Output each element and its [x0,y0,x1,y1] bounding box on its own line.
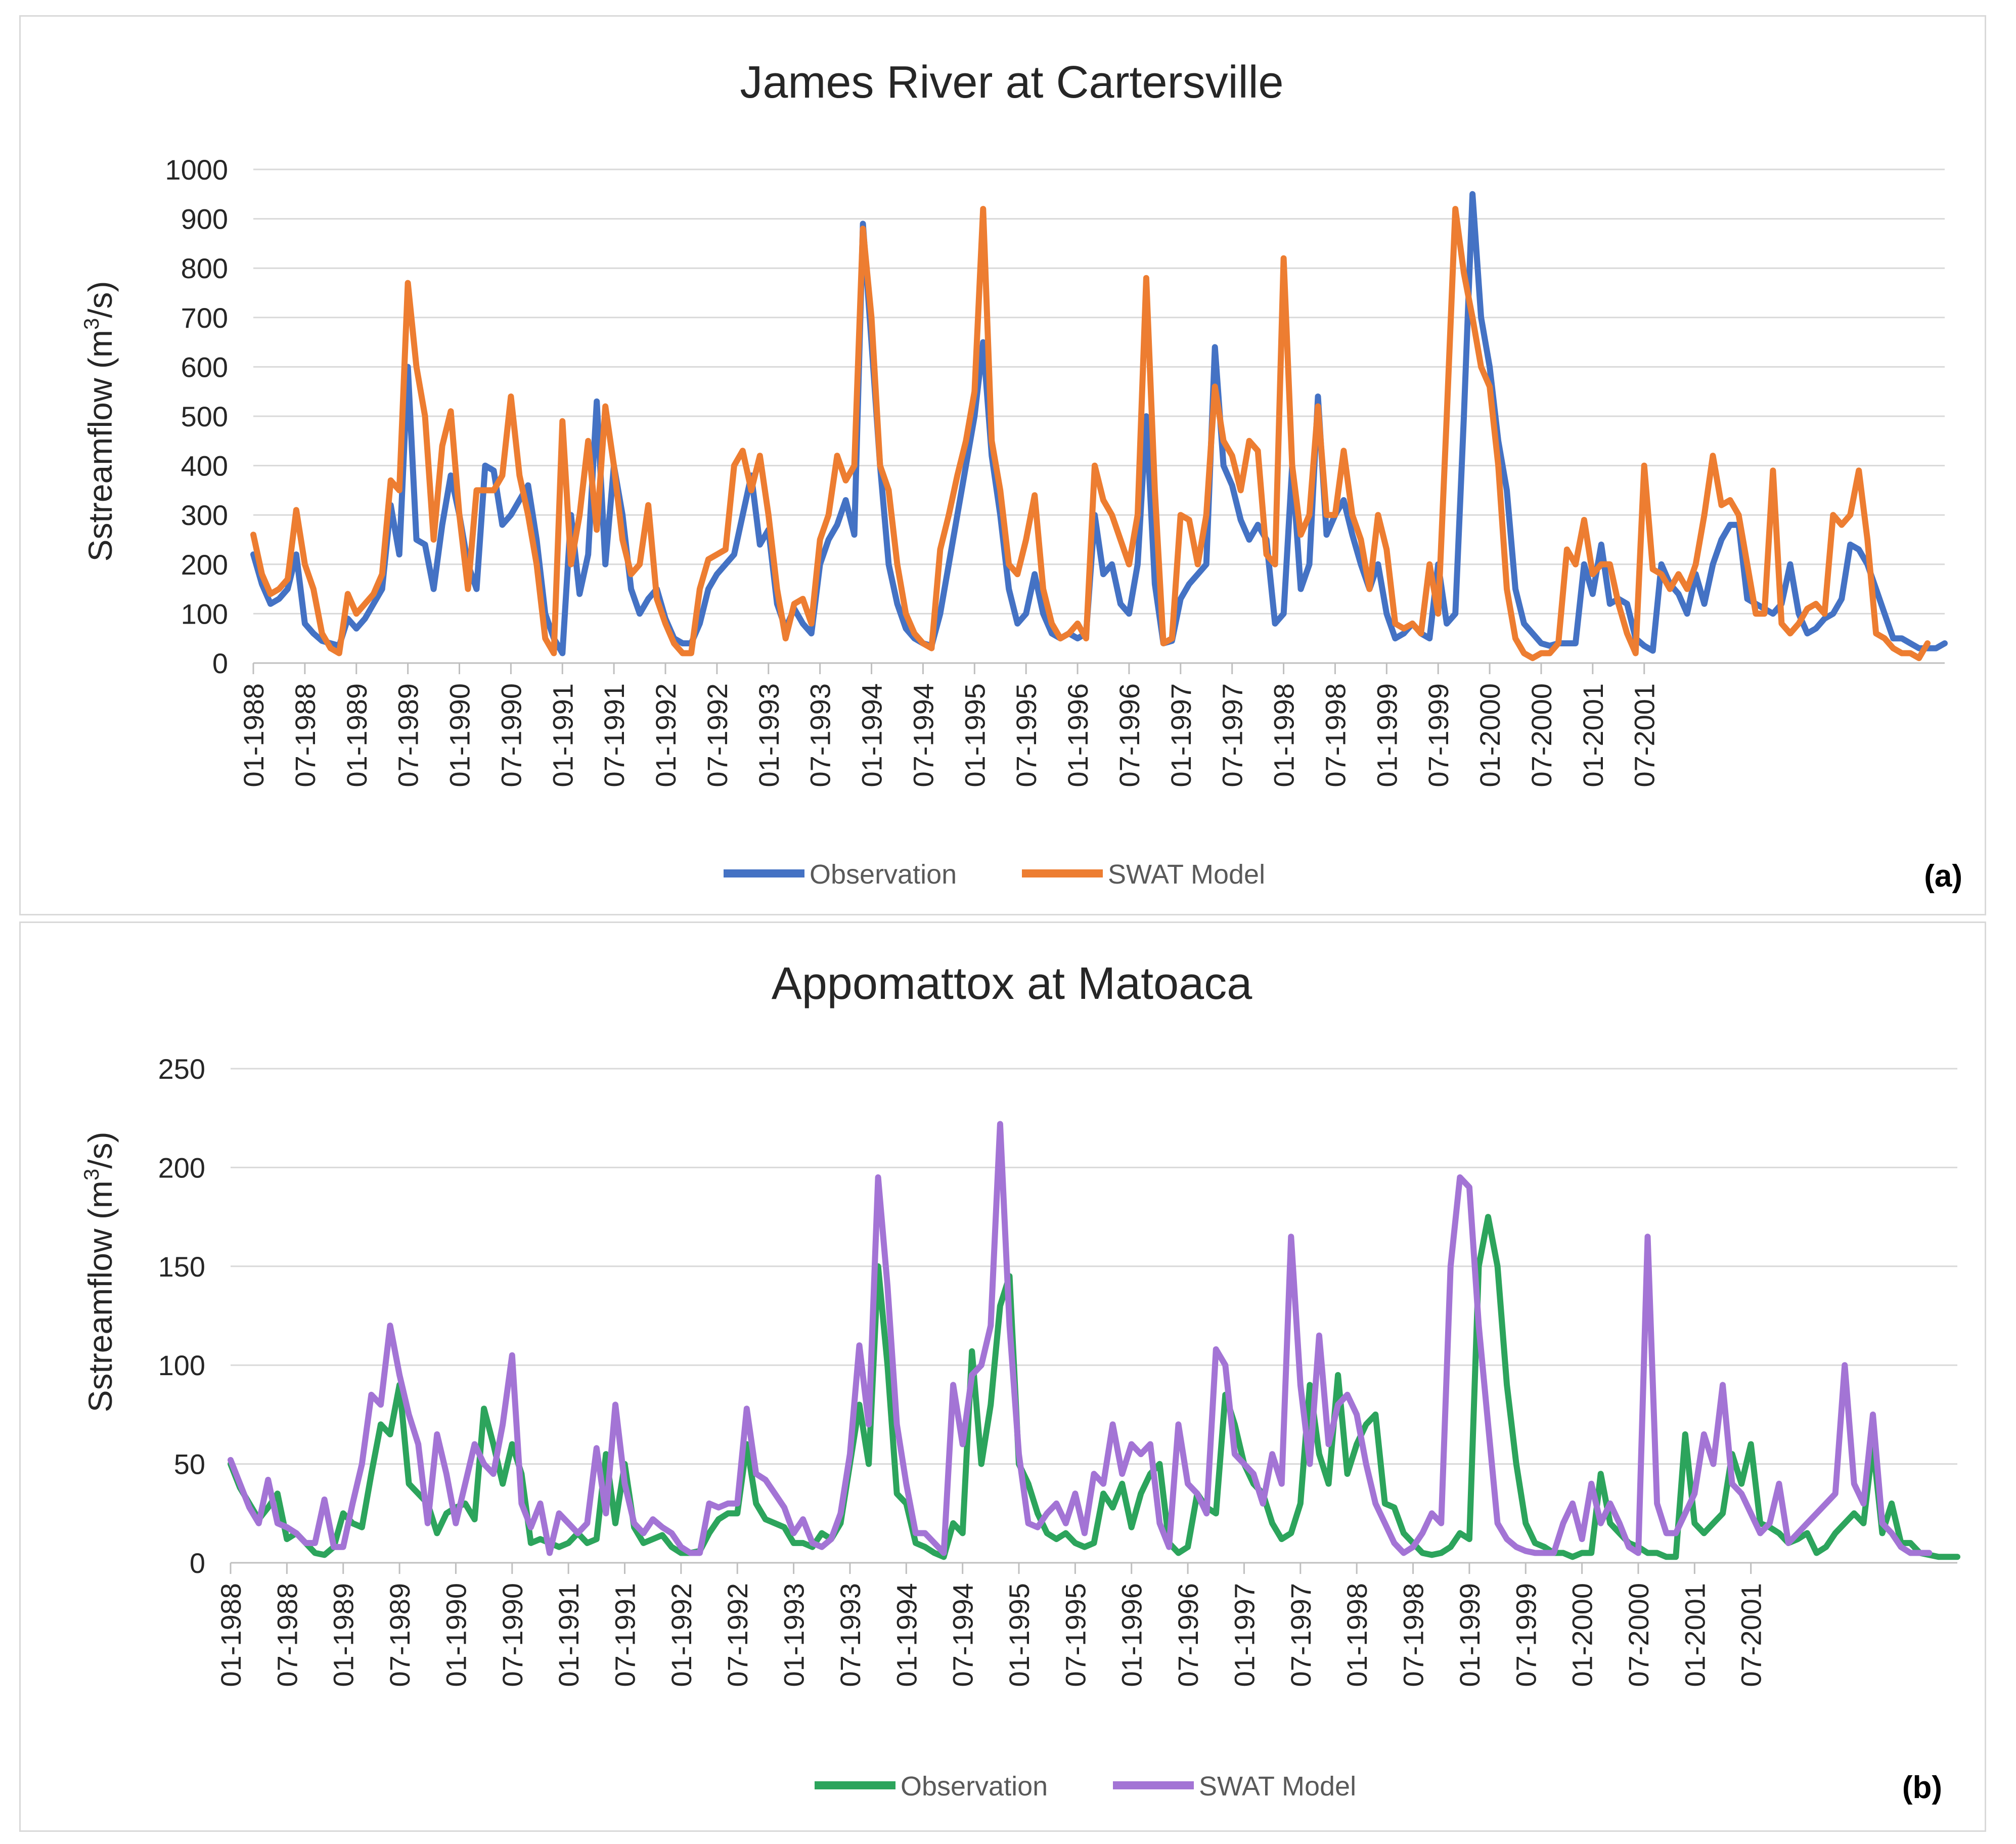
x-tick-label: 07-1995 [1059,1583,1091,1687]
series-line-swat-model [250,206,1931,662]
x-tick-label: 07-1990 [495,683,527,787]
chart-b-svg: Appomattox at Matoaca 0 50 100 150 200 250 01… [79,958,1960,1805]
x-tick-label: 01-1995 [1003,1583,1035,1687]
x-tick-label: 07-1998 [1398,1583,1429,1687]
x-tick-label: 01-1994 [890,1583,922,1687]
x-tick-label: 01-1995 [959,683,991,787]
x-tick-label: 01-1993 [778,1583,810,1687]
chart-b-legend: Observation SWAT Model [815,1771,1356,1802]
chart-panel-b: Appomattox at Matoaca 0 50 100 150 200 250 01… [19,921,1986,1832]
x-tick-label: 07-1988 [289,683,321,787]
x-tick-label: 01-1992 [665,1583,697,1687]
x-tick-label: 01-1994 [856,683,888,787]
y-tick-label: 1000 [165,154,228,186]
x-tick-label: 01-1990 [440,1583,472,1687]
y-tick-label: 150 [158,1251,205,1283]
y-tick-label: 50 [174,1448,205,1480]
legend-a-observation-label: Observation [810,859,957,890]
y-tick-label: 100 [181,598,228,630]
x-tick-label: 01-2000 [1474,683,1506,787]
y-tick-label: 300 [181,499,228,531]
x-tick-label: 01-1996 [1062,683,1094,787]
x-tick-label: 01-1988 [215,1583,247,1687]
x-tick-label: 07-1992 [701,683,733,787]
x-tick-label: 07-1994 [907,683,939,787]
x-tick-label: 07-1998 [1319,683,1351,787]
chart-b-x-ticks: 01-1988 07-1988 01-1989 07-1989 01-1990 07-19… [215,1563,1767,1687]
y-tick-label: 700 [181,302,228,334]
y-tick-label: 0 [190,1547,205,1579]
chart-b-series [228,1121,1960,1560]
x-tick-label: 07-1996 [1113,683,1145,787]
x-tick-label: 01-1997 [1165,683,1197,787]
chart-b-panel-label: (b) [1902,1770,1942,1805]
chart-b-y-ticks: 0 50 100 150 200 250 [158,1053,205,1579]
chart-a-y-axis-label: Sstreamflow (m3/s) [79,281,119,561]
x-tick-label: 01-1996 [1116,1583,1148,1687]
legend-b-observation-label: Observation [901,1771,1048,1802]
chart-panel-a: James River at Cartersville 0 100 200 300 40… [19,15,1986,915]
legend-b-swat-label: SWAT Model [1199,1771,1356,1802]
x-tick-label: 07-1999 [1422,683,1454,787]
x-tick-label: 07-1997 [1285,1583,1317,1687]
chart-a-panel-label: (a) [1924,859,1962,894]
x-tick-label: 07-2000 [1623,1583,1654,1687]
x-tick-label: 01-1988 [238,683,270,787]
x-tick-label: 01-2000 [1566,1583,1598,1687]
x-tick-label: 01-1999 [1454,1583,1486,1687]
y-tick-label: 250 [158,1053,205,1085]
chart-a-legend: Observation SWAT Model [724,859,1265,890]
x-tick-label: 07-1994 [947,1583,979,1687]
x-tick-label: 07-1999 [1510,1583,1542,1687]
x-tick-label: 07-1993 [804,683,836,787]
x-tick-label: 07-2001 [1629,683,1661,787]
chart-a-svg: James River at Cartersville 0 100 200 300 40… [79,57,1962,894]
x-tick-label: 07-2001 [1735,1583,1767,1687]
series-line-swat-model [228,1121,1933,1556]
chart-a-title: James River at Cartersville [740,57,1283,108]
x-tick-label: 01-2001 [1679,1583,1711,1687]
x-tick-label: 01-1997 [1228,1583,1260,1687]
series-line-observation [228,1214,1960,1560]
x-tick-label: 07-1990 [497,1583,528,1687]
x-tick-label: 01-1989 [328,1583,360,1687]
x-tick-label: 01-1993 [753,683,785,787]
y-tick-label: 200 [158,1152,205,1183]
x-tick-label: 01-1999 [1371,683,1403,787]
y-tick-label: 400 [181,450,228,482]
x-tick-label: 07-1995 [1010,683,1042,787]
y-tick-label: 800 [181,252,228,284]
y-tick-label: 900 [181,203,228,235]
chart-a-x-ticks: 01-1988 07-1988 01-1989 07-1989 01-1990 07-19… [238,663,1661,787]
y-tick-label: 600 [181,351,228,383]
x-tick-label: 01-1990 [444,683,476,787]
legend-a-swat-label: SWAT Model [1108,859,1265,890]
x-tick-label: 01-2001 [1577,683,1609,787]
x-tick-label: 01-1989 [341,683,373,787]
x-tick-label: 07-1992 [722,1583,753,1687]
chart-b-y-axis-label: Sstreamflow (m3/s) [79,1131,119,1412]
y-tick-label: 200 [181,549,228,581]
chart-a-y-ticks: 0 100 200 300 400 500 600 700 800 900 1000 [165,154,228,679]
chart-a-series [250,191,1948,662]
x-tick-label: 07-1991 [598,683,630,787]
x-tick-label: 07-1989 [392,683,424,787]
x-tick-label: 07-2000 [1526,683,1557,787]
series-line-observation [250,191,1948,656]
x-tick-label: 07-1989 [384,1583,416,1687]
x-tick-label: 01-1991 [547,683,578,787]
x-tick-label: 01-1998 [1268,683,1300,787]
x-tick-label: 01-1992 [650,683,682,787]
x-tick-label: 07-1991 [609,1583,641,1687]
y-tick-label: 100 [158,1349,205,1381]
x-tick-label: 07-1996 [1172,1583,1204,1687]
x-tick-label: 01-1991 [553,1583,585,1687]
x-tick-label: 01-1998 [1341,1583,1373,1687]
chart-b-title: Appomattox at Matoaca [772,958,1252,1009]
x-tick-label: 07-1988 [271,1583,303,1687]
x-tick-label: 07-1993 [834,1583,866,1687]
y-tick-label: 0 [212,647,228,679]
y-tick-label: 500 [181,401,228,432]
x-tick-label: 07-1997 [1217,683,1248,787]
